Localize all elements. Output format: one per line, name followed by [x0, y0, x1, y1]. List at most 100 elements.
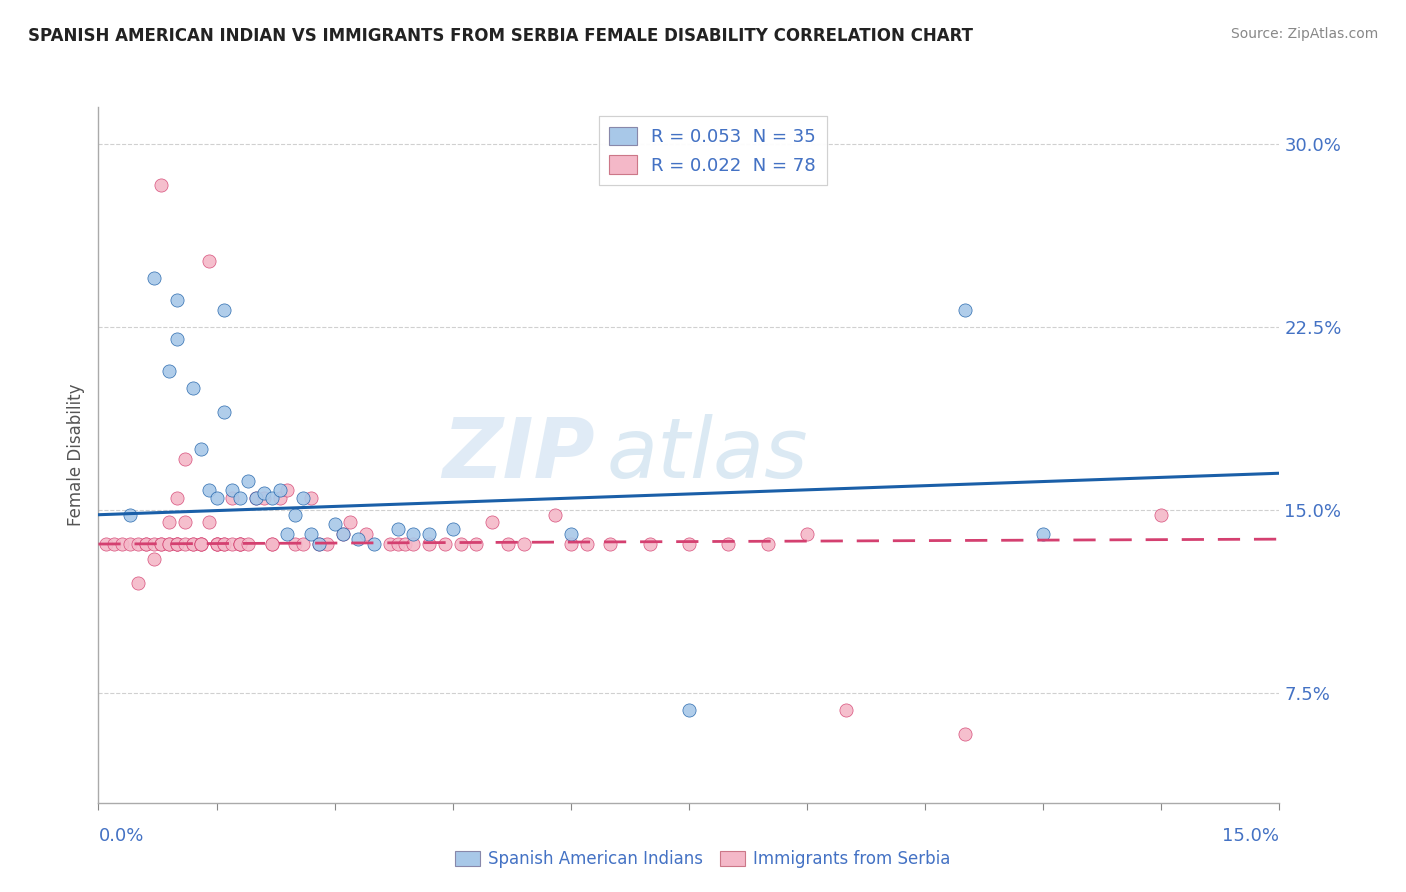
Point [214, 302, 236, 317]
Point [315, 537, 337, 551]
Point [1150, 508, 1173, 522]
Point [96, 537, 118, 551]
Point [197, 253, 219, 268]
Point [205, 491, 228, 505]
Point [1032, 527, 1054, 541]
Point [118, 537, 141, 551]
Point [387, 537, 409, 551]
Point [363, 537, 385, 551]
Point [229, 491, 252, 505]
Text: atlas: atlas [606, 415, 808, 495]
Point [332, 527, 354, 541]
Text: ZIP: ZIP [441, 415, 595, 495]
Point [181, 537, 204, 551]
Point [292, 491, 315, 505]
Point [142, 537, 165, 551]
Point [142, 551, 165, 566]
Point [347, 532, 370, 546]
Point [221, 491, 243, 505]
Point [157, 537, 180, 551]
Point [512, 537, 534, 551]
Point [835, 703, 858, 717]
Point [378, 537, 401, 551]
Point [394, 537, 416, 551]
Point [166, 537, 188, 551]
Point [269, 483, 291, 498]
Point [276, 527, 298, 541]
Point [796, 527, 818, 541]
Point [157, 364, 180, 378]
Text: SPANISH AMERICAN INDIAN VS IMMIGRANTS FROM SERBIA FEMALE DISABILITY CORRELATION : SPANISH AMERICAN INDIAN VS IMMIGRANTS FR… [28, 27, 973, 45]
Point [127, 576, 149, 591]
Point [953, 727, 976, 741]
Point [236, 474, 259, 488]
Point [245, 491, 267, 505]
Point [260, 491, 283, 505]
Point [402, 527, 425, 541]
Point [229, 537, 252, 551]
Point [103, 537, 125, 551]
Point [332, 527, 354, 541]
Point [221, 537, 243, 551]
Point [127, 537, 149, 551]
Point [221, 483, 243, 498]
Point [481, 515, 503, 529]
Point [354, 527, 377, 541]
Point [433, 537, 456, 551]
Point [190, 442, 212, 456]
Point [339, 515, 361, 529]
Point [214, 537, 236, 551]
Point [678, 703, 700, 717]
Legend: R = 0.053  N = 35, R = 0.022  N = 78: R = 0.053 N = 35, R = 0.022 N = 78 [599, 116, 827, 186]
Point [260, 537, 283, 551]
Point [197, 483, 219, 498]
Point [387, 522, 409, 536]
Point [245, 491, 267, 505]
Point [205, 537, 228, 551]
Point [150, 537, 173, 551]
Point [174, 515, 197, 529]
Point [544, 508, 567, 522]
Point [150, 537, 173, 551]
Y-axis label: Female Disability: Female Disability [66, 384, 84, 526]
Point [717, 537, 740, 551]
Point [150, 178, 173, 193]
Point [269, 491, 291, 505]
Point [174, 537, 197, 551]
Point [205, 537, 228, 551]
Point [418, 527, 440, 541]
Point [236, 537, 259, 551]
Point [214, 537, 236, 551]
Legend: Spanish American Indians, Immigrants from Serbia: Spanish American Indians, Immigrants fro… [449, 844, 957, 875]
Point [292, 537, 315, 551]
Point [402, 537, 425, 551]
Point [166, 293, 188, 307]
Point [190, 537, 212, 551]
Point [308, 537, 330, 551]
Point [756, 537, 779, 551]
Point [111, 537, 134, 551]
Point [678, 537, 700, 551]
Point [229, 537, 252, 551]
Point [181, 381, 204, 395]
Point [308, 537, 330, 551]
Point [135, 537, 157, 551]
Point [174, 451, 197, 466]
Point [276, 483, 298, 498]
Point [157, 515, 180, 529]
Point [229, 537, 252, 551]
Point [214, 405, 236, 419]
Point [181, 537, 204, 551]
Point [166, 491, 188, 505]
Point [166, 537, 188, 551]
Point [299, 491, 322, 505]
Text: 0.0%: 0.0% [98, 827, 143, 846]
Point [284, 537, 307, 551]
Point [496, 537, 519, 551]
Point [260, 537, 283, 551]
Point [118, 508, 141, 522]
Text: Source: ZipAtlas.com: Source: ZipAtlas.com [1230, 27, 1378, 41]
Point [205, 537, 228, 551]
Point [253, 491, 276, 505]
Point [465, 537, 488, 551]
